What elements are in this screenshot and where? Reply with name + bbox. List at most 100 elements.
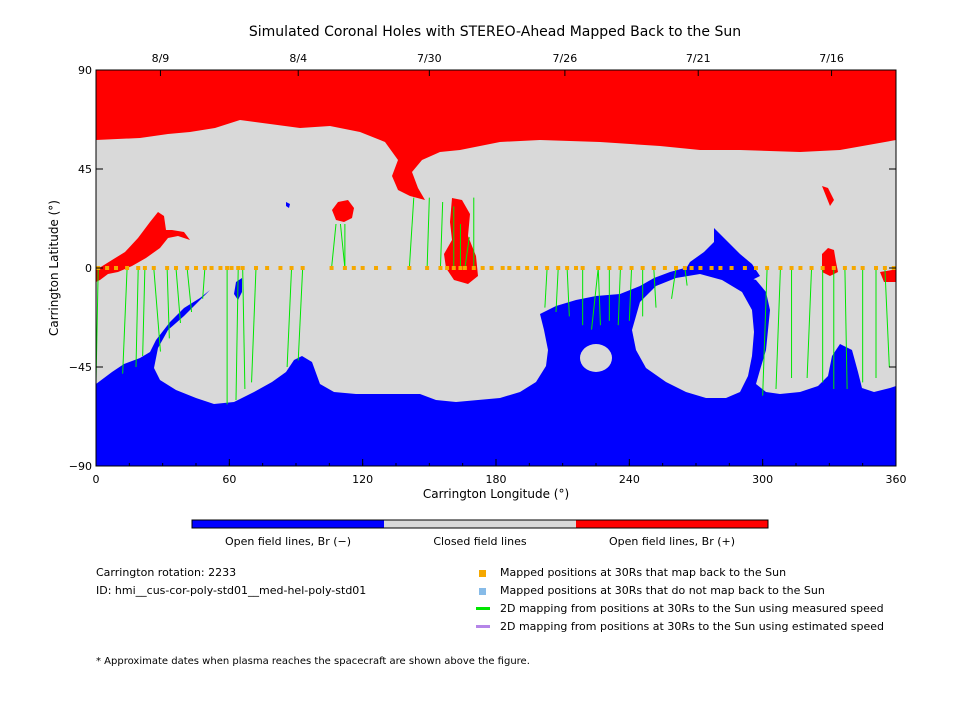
mapped-position-point xyxy=(698,266,703,270)
legend-unmapped-label: Mapped positions at 30Rs that do not map… xyxy=(500,584,825,597)
mapping-line xyxy=(464,237,470,269)
legend-unmapped-swatch xyxy=(479,588,486,595)
mapped-position-point xyxy=(300,266,305,270)
mapping-line xyxy=(597,267,601,326)
mapped-position-point xyxy=(820,266,825,270)
mapping-line xyxy=(186,267,193,313)
negative-speck xyxy=(286,202,290,208)
mapping-line xyxy=(339,223,346,269)
mapped-position-point xyxy=(289,266,294,270)
mapped-position-point xyxy=(471,266,476,270)
mapping-line xyxy=(153,267,161,352)
mapped-position-point xyxy=(342,266,347,270)
mapped-position-point xyxy=(809,266,814,270)
colorbar-label-positive: Open field lines, Br (+) xyxy=(609,535,735,548)
mapped-position-point xyxy=(209,266,214,270)
mapped-position-point xyxy=(662,266,667,270)
mapping-line xyxy=(684,267,688,286)
legend-estimated-label: 2D mapping from positions at 30Rs to the… xyxy=(500,620,885,633)
carrington-rotation: Carrington rotation: 2233 xyxy=(96,566,237,579)
y-tick-label: −45 xyxy=(69,361,92,374)
mapped-position-point xyxy=(407,266,412,270)
mapped-position-point xyxy=(556,266,561,270)
mapping-line xyxy=(286,267,293,368)
mapped-position-point xyxy=(629,266,634,270)
model-id: ID: hmi__cus-cor-poly-std01__med-hel-pol… xyxy=(96,584,367,597)
mapped-position-point xyxy=(480,266,485,270)
mapped-position-point xyxy=(778,266,783,270)
mapping-line xyxy=(426,197,430,269)
chart-title: Simulated Coronal Holes with STEREO-Ahea… xyxy=(249,24,741,40)
mapped-position-point xyxy=(851,266,856,270)
mapped-position-point xyxy=(114,266,118,270)
colorbar-label-closed: Closed field lines xyxy=(433,535,527,548)
mapped-position-point xyxy=(831,266,836,270)
mapped-position-point xyxy=(516,266,521,270)
mapped-position-point xyxy=(165,266,170,270)
mapping-line xyxy=(628,267,633,321)
mapping-line xyxy=(671,267,677,299)
mapping-line xyxy=(166,267,170,339)
mapped-position-point xyxy=(682,266,687,270)
mapped-position-point xyxy=(445,266,450,270)
mapped-position-point xyxy=(742,266,747,270)
mapped-position-point xyxy=(860,266,865,270)
mapping-line xyxy=(566,267,570,317)
legend-measured-label: 2D mapping from positions at 30Rs to the… xyxy=(500,602,884,615)
mapped-position-point xyxy=(451,266,456,270)
legend-mapped-swatch xyxy=(479,570,486,577)
mapped-position-point xyxy=(425,266,430,270)
mapping-line xyxy=(762,267,768,396)
colorbar-negative xyxy=(192,520,384,528)
mapped-positions xyxy=(96,266,896,270)
legend-mapped-label: Mapped positions at 30Rs that map back t… xyxy=(500,566,787,579)
negative-lobe-280 xyxy=(684,228,760,280)
legend-estimated-swatch xyxy=(476,625,490,628)
top-date-label: 8/9 xyxy=(152,52,170,65)
mapped-position-point xyxy=(709,266,714,270)
mapping-line xyxy=(544,267,548,308)
mapped-position-point xyxy=(229,266,234,270)
mapping-line xyxy=(653,267,657,308)
mapped-position-point xyxy=(574,266,578,270)
mapped-position-point xyxy=(387,266,392,270)
mapped-position-point xyxy=(534,266,538,270)
mapping-line xyxy=(439,201,444,269)
map-field xyxy=(96,70,896,466)
mapping-line xyxy=(175,267,181,324)
mapped-position-point xyxy=(142,266,147,270)
north-polar-hole xyxy=(96,70,896,200)
mapped-position-point xyxy=(640,266,645,270)
mapped-position-point xyxy=(607,266,612,270)
mapped-position-point xyxy=(689,266,694,270)
mapped-position-point xyxy=(329,266,334,270)
mapped-position-point xyxy=(185,266,190,270)
x-tick-label: 0 xyxy=(93,473,100,486)
mapped-position-point xyxy=(236,266,241,270)
positive-hole-360 xyxy=(880,268,896,282)
mapped-position-point xyxy=(500,266,505,270)
colorbar: Open field lines, Br (−) Closed field li… xyxy=(191,519,769,548)
x-tick-label: 360 xyxy=(886,473,907,486)
mapping-line xyxy=(242,267,246,390)
mapped-position-point xyxy=(729,266,734,270)
top-date-label: 7/21 xyxy=(686,52,711,65)
mapping-line xyxy=(135,267,139,368)
axes: 0 60 120 180 240 300 360 90 45 0 −45 −90 8/9 8/4 7/30 7… xyxy=(69,52,907,486)
mapped-position-point xyxy=(882,266,887,270)
mapped-position-point xyxy=(618,266,623,270)
closed-island-large xyxy=(632,274,754,398)
mapping-line xyxy=(555,267,559,313)
closed-island-small xyxy=(580,344,612,372)
positive-hole-25 xyxy=(96,212,190,282)
colorbar-frame xyxy=(191,519,769,529)
mapped-position-point xyxy=(240,266,245,270)
mapped-position-point xyxy=(507,266,512,270)
mapped-position-point xyxy=(718,266,723,270)
x-axis-label: Carrington Longitude (°) xyxy=(423,487,569,501)
mapped-position-point xyxy=(225,266,230,270)
top-date-label: 7/16 xyxy=(819,52,844,65)
mapped-position-point xyxy=(438,266,443,270)
x-tick-label: 60 xyxy=(222,473,236,486)
